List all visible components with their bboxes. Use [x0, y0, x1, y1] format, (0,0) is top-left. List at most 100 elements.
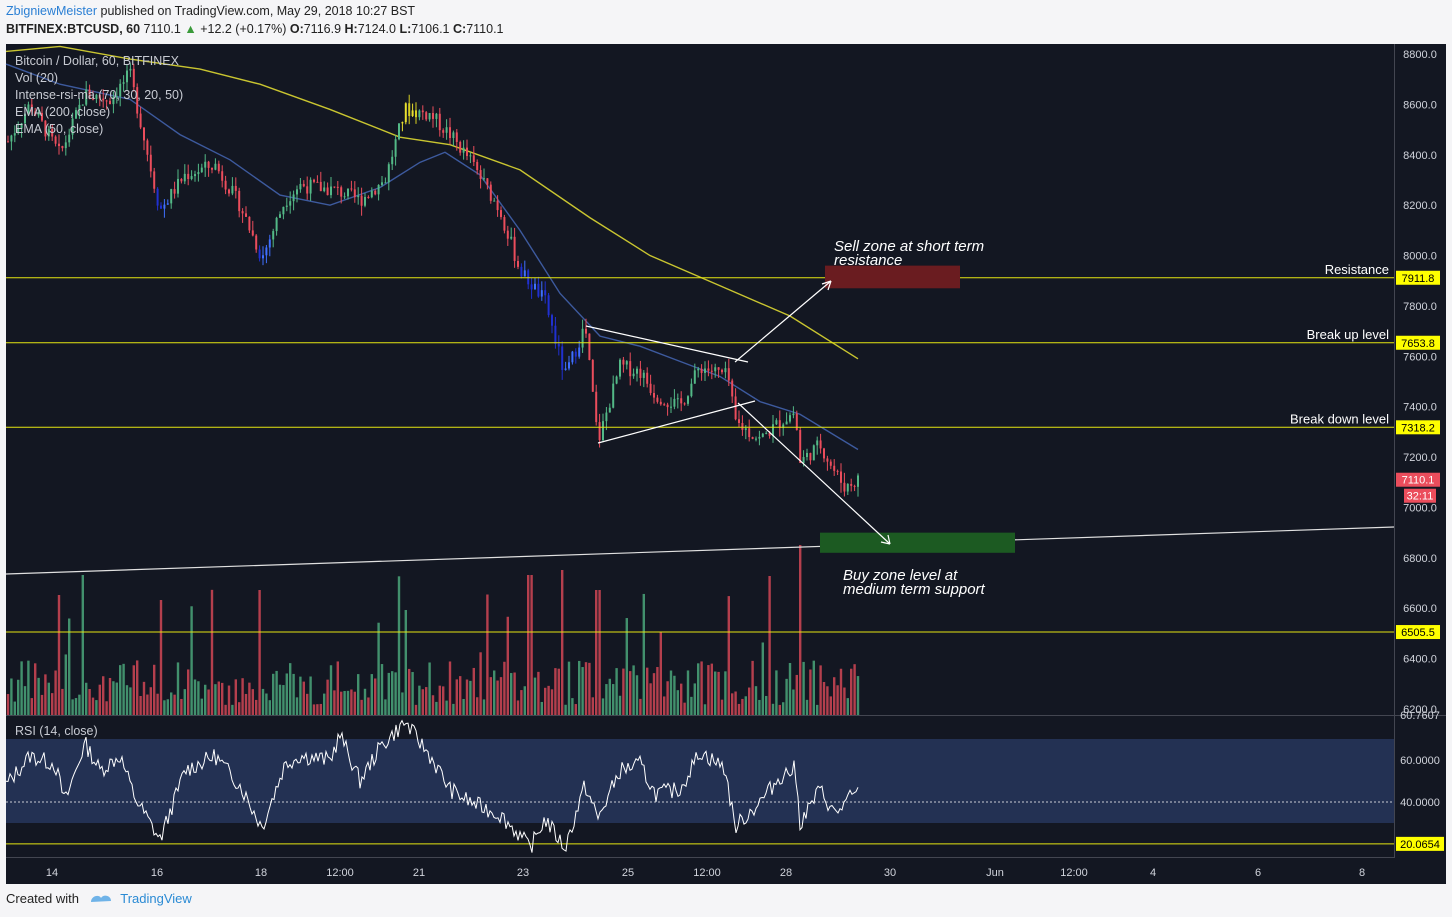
level-price-label: 7911.8: [1402, 273, 1435, 285]
price-candle: [785, 421, 788, 425]
price-candle: [421, 110, 424, 113]
author-link[interactable]: ZbigniewMeister: [6, 4, 98, 18]
volume-bar: [612, 684, 615, 715]
time-tick-label: 12:00: [1060, 867, 1088, 879]
price-candle: [523, 270, 526, 277]
volume-bar: [652, 673, 656, 715]
volume-bar: [408, 668, 411, 715]
volume-bar: [51, 693, 54, 715]
volume-bar: [88, 688, 91, 715]
price-candle: [666, 404, 669, 408]
price-candle: [500, 210, 502, 218]
volume-bar: [391, 671, 394, 715]
volume-bar: [394, 672, 397, 715]
volume-bar: [775, 670, 778, 715]
volume-bar: [360, 699, 363, 715]
price-candle: [561, 346, 564, 370]
price-candle: [802, 457, 805, 463]
volume-bar: [74, 698, 78, 715]
symbol-name: BITFINEX:BTCUSD, 60: [6, 22, 141, 36]
volume-bar: [258, 590, 261, 715]
volume-bar: [125, 685, 129, 715]
tradingview-logo-icon: [89, 891, 113, 903]
volume-bar: [139, 695, 142, 715]
volume-bar: [329, 665, 333, 715]
volume-bar: [350, 689, 353, 715]
price-candle: [462, 147, 465, 153]
volume-bar: [380, 664, 384, 715]
price-candle: [139, 113, 142, 128]
price-candle: [296, 189, 298, 195]
volume-bar: [737, 703, 741, 715]
volume-bar: [632, 665, 635, 715]
time-tick-label: 23: [517, 867, 529, 879]
price-candle: [768, 432, 771, 436]
volume-bar: [639, 698, 642, 715]
price-candle: [734, 396, 737, 420]
price-tick-label: 6600.0: [1403, 603, 1437, 615]
price-candle: [163, 204, 166, 209]
volume-bar: [214, 684, 217, 715]
volume-bar: [425, 687, 428, 715]
price-candle: [540, 290, 543, 297]
price-candle: [425, 112, 428, 120]
price-tick-label: 7000.0: [1403, 502, 1437, 514]
volume-bar: [788, 663, 792, 715]
price-candle: [279, 214, 281, 218]
time-tick-label: 21: [413, 867, 425, 879]
price-candle: [857, 475, 859, 487]
price-candle: [381, 182, 383, 185]
ema-200-line: [5, 45, 859, 360]
price-tick-label: 7800.0: [1403, 301, 1437, 313]
price-candle: [85, 89, 88, 105]
volume-bar: [455, 679, 458, 715]
tradingview-link[interactable]: TradingView: [120, 891, 192, 906]
price-candle: [452, 132, 455, 139]
price-tick-label: 8200.0: [1403, 200, 1437, 212]
price-candle: [428, 113, 431, 120]
volume-bar: [561, 570, 564, 715]
price-candle: [265, 247, 268, 256]
volume-bar: [54, 670, 57, 715]
price-candle: [47, 129, 50, 137]
price-candle: [51, 129, 54, 137]
price-candle: [547, 295, 550, 316]
volume-bar: [282, 685, 285, 715]
volume-bar: [309, 676, 312, 715]
price-candle: [673, 398, 676, 407]
volume-bar: [367, 697, 370, 715]
volume-bar: [550, 689, 554, 715]
volume-bar: [227, 685, 231, 715]
price-candle: [503, 217, 506, 231]
volume-bar: [27, 660, 30, 715]
rsi-tick-label: 60.0000: [1400, 755, 1440, 767]
price-candle: [680, 398, 683, 404]
volume-bar: [816, 704, 819, 715]
price-candle: [401, 122, 404, 124]
volume-bar: [683, 702, 686, 715]
low-value: 7106.1: [411, 22, 450, 36]
price-candle: [177, 178, 179, 194]
price-candle: [68, 134, 71, 143]
volume-bar: [785, 678, 788, 715]
volume-bar: [231, 704, 234, 715]
price-candle: [564, 368, 567, 370]
volume-bar: [57, 595, 61, 715]
volume-bar: [302, 681, 305, 715]
price-candle: [469, 155, 472, 157]
volume-bar: [846, 698, 849, 715]
price-candle: [656, 397, 659, 402]
volume-bar: [554, 668, 557, 715]
price-candle: [449, 127, 451, 139]
volume-bar: [299, 676, 302, 715]
price-candle: [357, 195, 360, 198]
time-tick-label: 18: [255, 867, 267, 879]
volume-bar: [163, 700, 166, 715]
publish-info: published on TradingView.com, May 29, 20…: [100, 4, 416, 18]
volume-bar: [149, 687, 152, 715]
price-candle: [816, 440, 819, 446]
price-candle: [112, 96, 115, 105]
created-with: Created with: [6, 891, 79, 906]
volume-bar: [115, 682, 118, 715]
